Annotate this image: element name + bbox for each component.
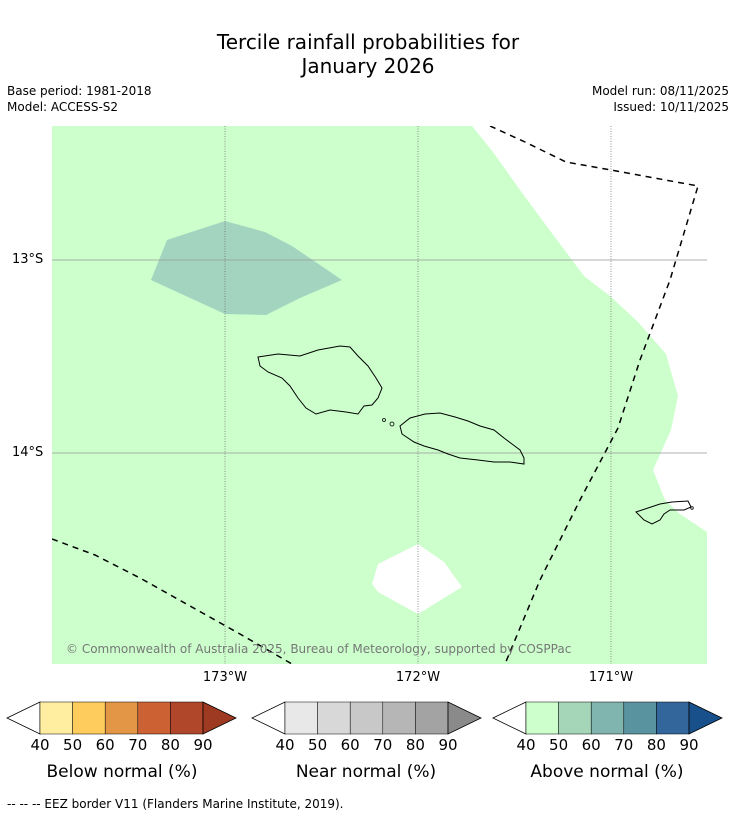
below-normal-tick-label: 40 <box>30 736 50 754</box>
above-normal-swatch-70 <box>623 701 657 735</box>
aunuu-island <box>690 506 694 510</box>
above-normal-tick-label: 80 <box>646 736 666 754</box>
manono-island <box>389 421 395 427</box>
above-normal-tick-label: 70 <box>614 736 634 754</box>
above-normal-tick-label: 60 <box>581 736 601 754</box>
eez-border-southwest <box>52 538 293 664</box>
below-normal-label: Below normal (%) <box>46 762 198 782</box>
no-signal-region <box>372 544 462 614</box>
near-normal-swatch-60 <box>349 701 384 735</box>
below-normal-tick-label: 80 <box>160 736 180 754</box>
near-normal-tick-label: 90 <box>438 736 458 754</box>
above-normal-upper-extend <box>688 701 723 735</box>
lat-label-14s: 14°S <box>12 445 44 460</box>
near-normal-swatch-80 <box>415 701 449 735</box>
base-period: Base period: 1981-2018 <box>7 84 152 98</box>
above-normal-tick-label: 40 <box>516 736 536 754</box>
below-normal-tick-label: 70 <box>128 736 148 754</box>
near-normal-swatch-70 <box>382 701 416 735</box>
lat-label-13s: 13°S <box>12 252 44 267</box>
issued-date: Issued: 10/11/2025 <box>613 100 729 114</box>
map-title-line2: January 2026 <box>301 54 435 78</box>
near-normal-upper-extend <box>447 701 482 735</box>
below-normal-swatch-40 <box>39 701 73 735</box>
below-normal-tick-label: 60 <box>95 736 115 754</box>
below-normal-swatch-80 <box>170 701 204 735</box>
upolu-island <box>399 412 525 465</box>
eez-footnote: -- -- -- EEZ border V11 (Flanders Marine… <box>7 797 344 811</box>
near-normal-swatch-40 <box>284 701 318 735</box>
below-normal-lower-extend <box>6 701 41 735</box>
above-normal-swatch-40 <box>525 701 559 735</box>
near-normal-label: Near normal (%) <box>295 762 437 782</box>
near-normal-tick-label: 40 <box>275 736 295 754</box>
above-normal-tick-label: 90 <box>679 736 699 754</box>
near-normal-swatch-50 <box>317 701 351 735</box>
model-name: Model: ACCESS-S2 <box>7 100 119 114</box>
above-normal-50-60-region <box>151 221 342 315</box>
savaii-island <box>257 345 383 415</box>
lon-label-173w: 173°W <box>202 670 248 685</box>
above-normal-swatch-80 <box>656 701 690 735</box>
map-title-line1: Tercile rainfall probabilities for <box>216 30 520 54</box>
near-normal-lower-extend <box>251 701 286 735</box>
near-normal-tick-label: 60 <box>340 736 360 754</box>
lon-label-171w: 171°W <box>588 670 634 685</box>
below-normal-swatch-70 <box>137 701 171 735</box>
above-normal-label: Above normal (%) <box>530 762 684 782</box>
lon-label-172w: 172°W <box>395 670 441 685</box>
near-normal-tick-label: 50 <box>308 736 328 754</box>
eez-border-east <box>489 126 699 664</box>
above-normal-swatch-50 <box>558 701 592 735</box>
model-run: Model run: 08/11/2025 <box>591 84 729 98</box>
below-normal-tick-label: 90 <box>193 736 213 754</box>
above-normal-swatch-60 <box>590 701 625 735</box>
apolima-island <box>382 418 386 422</box>
copyright-notice: © Commonwealth of Australia 2025, Bureau… <box>66 642 572 656</box>
near-normal-tick-label: 70 <box>373 736 393 754</box>
below-normal-swatch-50 <box>72 701 106 735</box>
tutuila-island <box>635 500 692 525</box>
near-normal-tick-label: 80 <box>405 736 425 754</box>
above-normal-lower-extend <box>492 701 527 735</box>
above-normal-tick-label: 50 <box>549 736 569 754</box>
below-normal-upper-extend <box>202 701 237 735</box>
below-normal-swatch-60 <box>104 701 139 735</box>
below-normal-tick-label: 50 <box>63 736 83 754</box>
